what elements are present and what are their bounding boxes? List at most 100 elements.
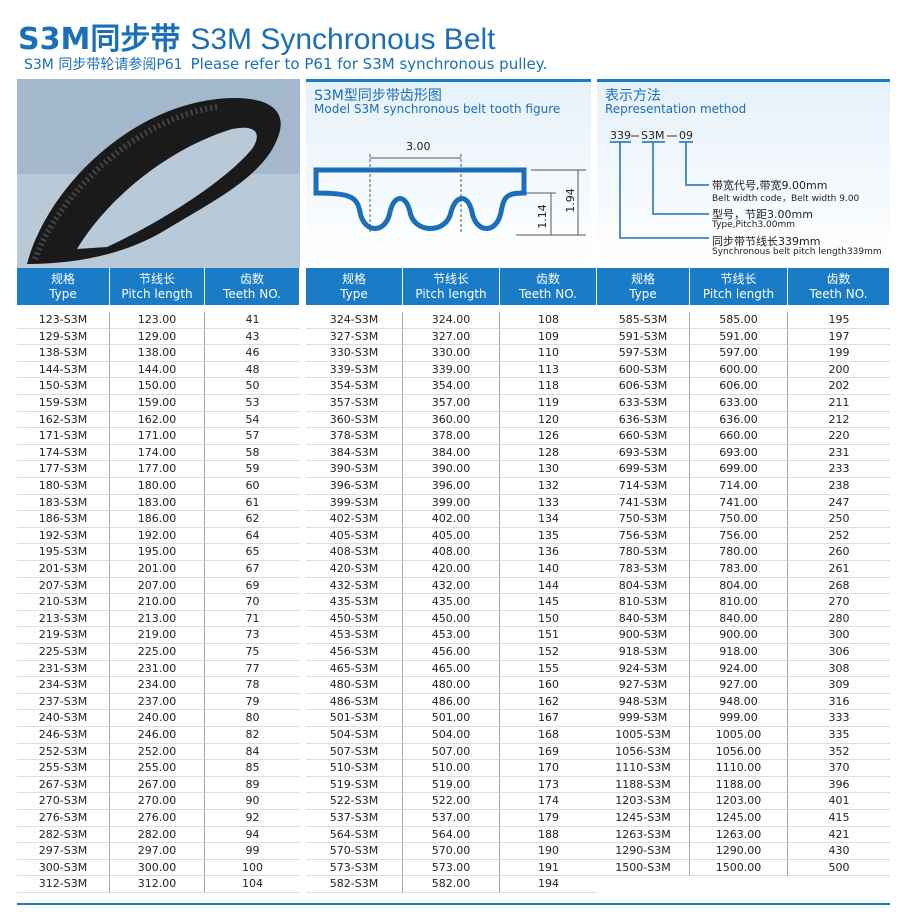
table-cell: 450.00	[403, 610, 500, 628]
table-cell: 570.00	[403, 843, 500, 860]
table-cell: 213-S3M	[17, 610, 110, 628]
table-cell: 220	[788, 428, 890, 445]
dim-pitch: 3.00	[406, 140, 431, 153]
table-cell: 597.00	[690, 345, 788, 362]
table-cell: 309	[788, 677, 890, 694]
table-cell: 999-S3M	[597, 710, 690, 727]
table-cell: 252	[788, 528, 890, 545]
table-cell: 430	[788, 843, 890, 860]
table-cell: 507.00	[403, 743, 500, 761]
table-cell: 199	[788, 345, 890, 362]
table-cell: 75	[205, 644, 300, 661]
header-cell: 齿数 Teeth NO.	[500, 268, 597, 305]
table-cell: 186-S3M	[17, 511, 110, 528]
table-cell: 1005-S3M	[597, 727, 690, 744]
table-cell: 450-S3M	[306, 610, 403, 628]
table-cell: 89	[205, 777, 300, 794]
table-cell: 335	[788, 727, 890, 744]
table-cell: 225-S3M	[17, 644, 110, 661]
table-cell: 267.00	[110, 776, 205, 794]
table-cell: 79	[205, 694, 300, 711]
table-cell: 927-S3M	[597, 677, 690, 694]
table-cell: 48	[205, 362, 300, 379]
header-cn: 齿数	[239, 272, 264, 286]
table-cell: 486-S3M	[306, 693, 403, 711]
table-cell: 810-S3M	[597, 594, 690, 611]
table-cell: 918-S3M	[597, 644, 690, 661]
table-cell: 804.00	[690, 577, 788, 595]
table-cell: 354-S3M	[306, 378, 403, 395]
table-cell: 456-S3M	[306, 644, 403, 661]
table-cell: 465.00	[403, 660, 500, 678]
table-cell: 171.00	[110, 428, 205, 445]
table-cell: 207-S3M	[17, 577, 110, 595]
table-cell: 339.00	[403, 361, 500, 379]
table-cell: 129.00	[110, 328, 205, 346]
table-cell: 212	[788, 412, 890, 429]
table-cell: 522-S3M	[306, 793, 403, 810]
table-cell: 660-S3M	[597, 428, 690, 445]
table-cell: 924.00	[690, 660, 788, 678]
table-cell: 255-S3M	[17, 760, 110, 777]
table-cell: 171-S3M	[17, 428, 110, 445]
table-cell: 180.00	[110, 478, 205, 495]
header-cell: 齿数 Teeth NO.	[788, 268, 890, 305]
table-cell: 201-S3M	[17, 561, 110, 578]
table-cell: 276-S3M	[17, 810, 110, 827]
table-cell: 519-S3M	[306, 776, 403, 794]
table-cell: 140	[500, 561, 597, 578]
tooth-figure-panel: S3M型同步带齿形图 Model S3M synchronous belt to…	[306, 79, 591, 269]
table-cell: 421	[788, 827, 890, 844]
table-cell: 420.00	[403, 561, 500, 578]
table-cell: 118	[500, 378, 597, 395]
table-cell: 69	[205, 578, 300, 595]
table-cell: 408-S3M	[306, 544, 403, 561]
table-cell: 207.00	[110, 577, 205, 595]
header-en: Teeth NO.	[519, 287, 577, 301]
table-cell: 82	[205, 727, 300, 744]
table-cell: 247	[788, 495, 890, 512]
table-cell: 134	[500, 511, 597, 528]
table-cell: 170	[500, 760, 597, 777]
table-cell: 405.00	[403, 527, 500, 545]
table-cell: 1203-S3M	[597, 793, 690, 810]
table-cell: 190	[500, 843, 597, 860]
table-cell: 192-S3M	[17, 527, 110, 545]
table-cell: 300-S3M	[17, 859, 110, 877]
table-cell: 927.00	[690, 677, 788, 694]
panel-subtitle: Model S3M synchronous belt tooth figure	[314, 102, 561, 116]
table-cell: 918.00	[690, 644, 788, 661]
code-label-cn: 型号，节距3.00mm	[712, 208, 813, 221]
header-en: Teeth NO.	[223, 287, 281, 301]
table-cell: 636-S3M	[597, 411, 690, 429]
table-cell: 162	[500, 694, 597, 711]
subtitle-en: Please refer to P61 for S3M synchronous …	[190, 55, 548, 73]
header-en: Pitch length	[702, 287, 775, 301]
table-cell: 399-S3M	[306, 494, 403, 512]
table-cell: 396	[788, 777, 890, 794]
table-cell: 195.00	[110, 544, 205, 561]
table-cell: 570-S3M	[306, 843, 403, 860]
table-cell: 59	[205, 461, 300, 478]
header-cell: 规格 Type	[17, 268, 110, 305]
table-cell: 585.00	[690, 312, 788, 329]
table-cell: 399.00	[403, 494, 500, 512]
table-cell: 202	[788, 378, 890, 395]
table-cell: 64	[205, 528, 300, 545]
table-cell: 186.00	[110, 511, 205, 528]
table-cell: 1263-S3M	[597, 826, 690, 844]
panel-title: S3M型同步带齿形图	[314, 88, 442, 104]
table-cell: 78	[205, 677, 300, 694]
table-cell: 192.00	[110, 527, 205, 545]
header-cn: 节线长	[432, 272, 469, 286]
table-cell: 150-S3M	[17, 378, 110, 395]
table-cell: 333	[788, 710, 890, 727]
table-cell: 327.00	[403, 328, 500, 346]
table-cell: 41	[205, 312, 300, 329]
header-en: Pitch length	[415, 287, 487, 301]
table-cell: 270-S3M	[17, 793, 110, 810]
table-cell: 195	[788, 312, 890, 329]
table-cell: 390.00	[403, 461, 500, 478]
table-cell: 231.00	[110, 660, 205, 678]
